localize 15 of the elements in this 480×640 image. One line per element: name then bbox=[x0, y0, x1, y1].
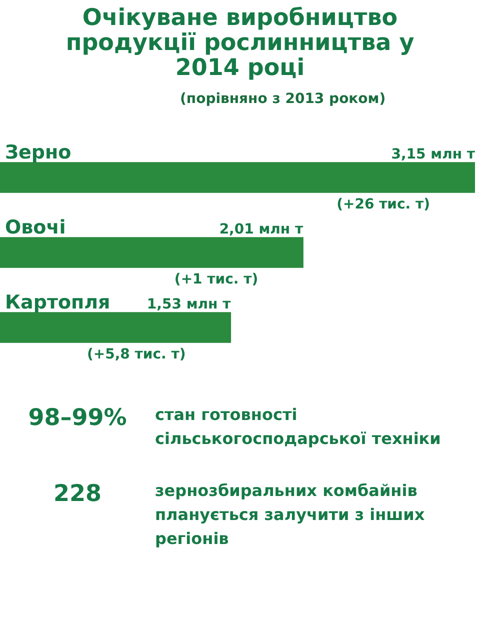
y-tick-label: Зерно bbox=[5, 142, 72, 164]
annotation: (+1 тис. т) bbox=[174, 272, 258, 288]
chart-subtitle: (порівняно з 2013 роком) bbox=[180, 91, 386, 107]
chart-title: Очікуване виробництво продукції рослинництва у 2014 році bbox=[64, 5, 416, 81]
annotation: (+26 тис. т) bbox=[336, 196, 430, 212]
text: зернозбиральних комбайнів планується залучити з інших регіонів bbox=[155, 480, 426, 550]
data-label: 1,53 млн т bbox=[146, 296, 232, 312]
data-label: 2,01 млн т bbox=[219, 222, 304, 238]
y-tick-label: Картопля bbox=[5, 292, 110, 314]
text: 98–99% bbox=[27, 404, 128, 433]
text: стан готовності сільськогосподарської техніки bbox=[155, 404, 442, 450]
text: 228 bbox=[52, 480, 102, 509]
data-label: 3,15 млн т bbox=[391, 146, 476, 162]
y-tick-label: Овочі bbox=[5, 216, 66, 238]
text: (+5,8 тис. т) bbox=[86, 346, 186, 362]
